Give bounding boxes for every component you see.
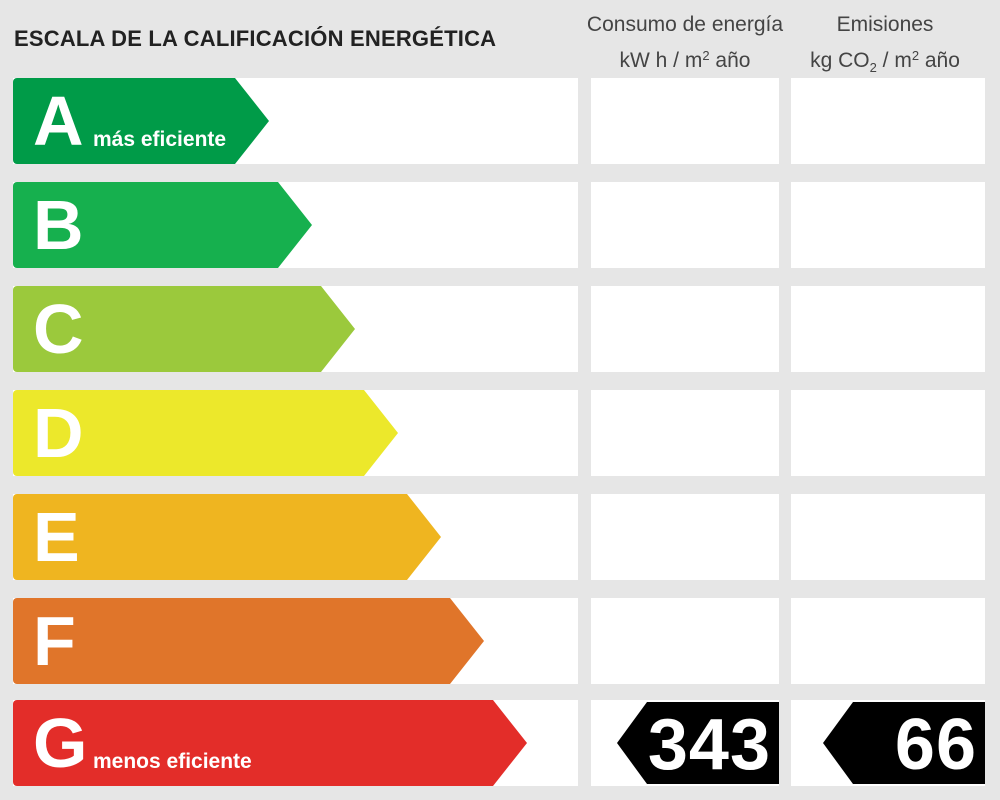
emissions-cell: [791, 390, 985, 476]
emissions-column-header: Emisiones kg CO2 / m2 año: [790, 9, 980, 83]
emissions-header-line2: kg CO2 / m2 año: [810, 48, 960, 75]
rating-arrow-c: C: [13, 286, 355, 372]
rating-letter: E: [33, 498, 80, 576]
rating-arrow-f: F: [13, 598, 484, 684]
rating-row-c: C: [0, 286, 1000, 372]
rating-row-g: G menos eficiente 343 66: [0, 700, 1000, 786]
rating-row-b: B: [0, 182, 1000, 268]
emissions-value-badge: 66: [823, 702, 985, 784]
title: ESCALA DE LA CALIFICACIÓN ENERGÉTICA: [14, 26, 497, 51]
rating-arrow-b: B: [13, 182, 312, 268]
energy-value: 343: [647, 705, 771, 785]
rating-row-d: D: [0, 390, 1000, 476]
rating-arrow-g: G menos eficiente: [13, 700, 527, 786]
emissions-cell: [791, 78, 985, 164]
emissions-cell: [791, 182, 985, 268]
emissions-cell: [791, 286, 985, 372]
rating-row-e: E: [0, 494, 1000, 580]
rating-worst-label: menos eficiente: [93, 750, 252, 773]
emissions-value: 66: [894, 705, 977, 785]
emissions-cell: [791, 494, 985, 580]
energy-cell: [591, 598, 779, 684]
rating-arrow-d: D: [13, 390, 398, 476]
rating-arrow-a: A más eficiente: [13, 78, 269, 164]
rating-letter: G: [33, 704, 88, 782]
rating-letter: D: [33, 394, 84, 472]
energy-header-line2: kW h / m2 año: [619, 48, 751, 72]
rating-letter: F: [33, 602, 76, 680]
energy-cell: [591, 390, 779, 476]
rating-arrow-e: E: [13, 494, 441, 580]
rating-letter: B: [33, 186, 84, 264]
energy-value-badge: 343: [617, 702, 779, 784]
emissions-header-line1: Emisiones: [836, 13, 934, 36]
rating-row-a: A más eficiente: [0, 78, 1000, 164]
rating-row-f: F: [0, 598, 1000, 684]
rating-best-label: más eficiente: [93, 128, 227, 151]
rating-letter: A: [33, 82, 84, 160]
energy-cell: [591, 78, 779, 164]
energy-cell: [591, 286, 779, 372]
rating-letter: C: [33, 290, 84, 368]
energy-cell: [591, 182, 779, 268]
energy-header-line1: Consumo de energía: [586, 13, 784, 36]
energy-cell: [591, 494, 779, 580]
emissions-cell: [791, 598, 985, 684]
energy-column-header: Consumo de energía kW h / m2 año: [585, 9, 785, 76]
